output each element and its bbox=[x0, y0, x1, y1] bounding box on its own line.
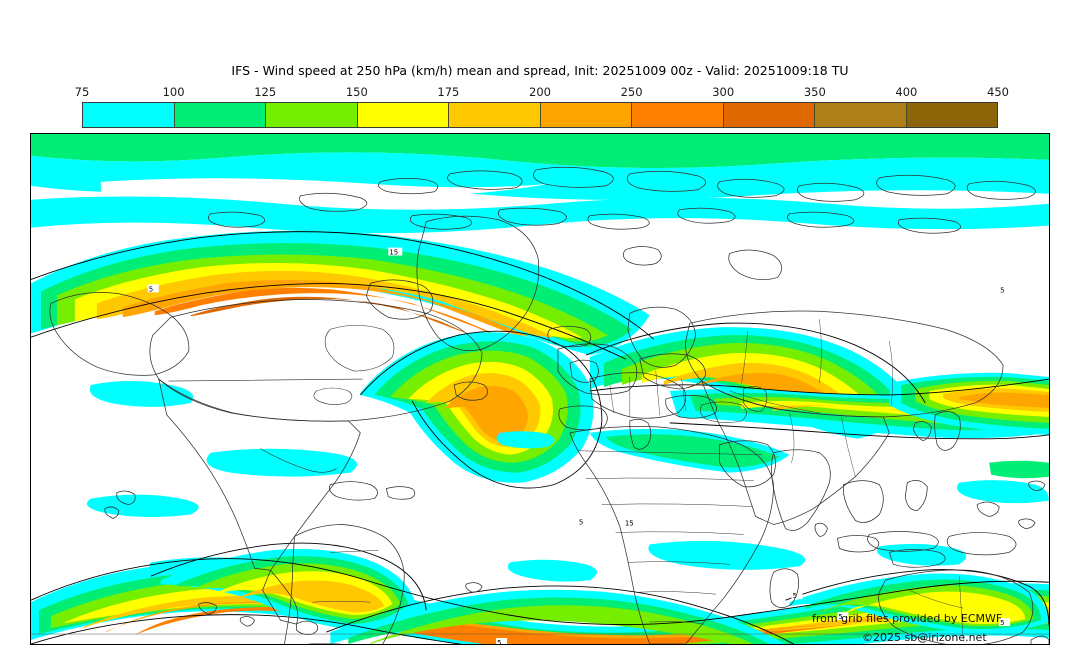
colorbar-band-cyan bbox=[83, 103, 175, 127]
colorbar-tick-400: 400 bbox=[895, 85, 918, 99]
colorbar-tick-250: 250 bbox=[620, 85, 643, 99]
colorbar-tick-75: 75 bbox=[74, 85, 90, 99]
contour-label-5: 5 bbox=[149, 285, 153, 293]
colorbar-tick-labels: 75 100 125 150 175 200 250 300 350 400 4… bbox=[75, 85, 1009, 101]
contour-label-5-h: 5 bbox=[497, 639, 501, 644]
attribution-copyright: ©2025 sb@irizone.net bbox=[862, 631, 987, 644]
colorbar-tick-350: 350 bbox=[803, 85, 826, 99]
colorbar-tick-450: 450 bbox=[987, 85, 1009, 99]
colorbar-band-gold bbox=[449, 103, 541, 127]
colorbar-band-dark-olive bbox=[906, 103, 997, 127]
colorbar-band-orange bbox=[632, 103, 724, 127]
contour-label-5-e: 5 bbox=[1000, 619, 1004, 627]
wind-speed-contour-fill bbox=[31, 134, 1049, 644]
colorbar-tick-200: 200 bbox=[529, 85, 551, 99]
colorbar-band-olive-gold bbox=[815, 103, 907, 127]
contour-label-15-b: 15 bbox=[625, 519, 634, 527]
map-canvas: 5 15 15 5 5 5 5 5 5 bbox=[30, 133, 1050, 645]
spread-contour-lines bbox=[31, 231, 1049, 644]
colorbar-tick-125: 125 bbox=[254, 85, 277, 99]
colorbar-band-spring-green bbox=[174, 103, 266, 127]
colorbar-tick-300: 300 bbox=[712, 85, 735, 99]
contour-label-5-g: 5 bbox=[1000, 286, 1004, 294]
contour-label-5-d: 5 bbox=[838, 613, 842, 621]
colorbar-band-dark-orange bbox=[723, 103, 815, 127]
colorbar-band-light-green bbox=[266, 103, 358, 127]
colorbar bbox=[82, 102, 998, 128]
contour-label-15: 15 bbox=[389, 249, 398, 257]
colorbar-tick-175: 175 bbox=[437, 85, 460, 99]
colorbar-band-yellow bbox=[357, 103, 449, 127]
colorbar-tick-100: 100 bbox=[162, 85, 185, 99]
attribution-source: from grib files provided by ECMWF bbox=[812, 612, 1003, 625]
world-map-svg: 5 15 15 5 5 5 5 5 5 bbox=[31, 134, 1049, 644]
contour-label-5-c: 5 bbox=[793, 592, 797, 600]
contour-label-5-b: 5 bbox=[579, 518, 583, 526]
colorbar-bands bbox=[82, 102, 998, 128]
contour-value-labels: 5 15 15 5 5 5 5 5 5 bbox=[147, 247, 1011, 644]
colorbar-band-amber bbox=[540, 103, 632, 127]
colorbar-tick-150: 150 bbox=[345, 85, 368, 99]
page-title: IFS - Wind speed at 250 hPa (km/h) mean … bbox=[231, 63, 849, 78]
coastlines-and-borders bbox=[49, 166, 1049, 644]
